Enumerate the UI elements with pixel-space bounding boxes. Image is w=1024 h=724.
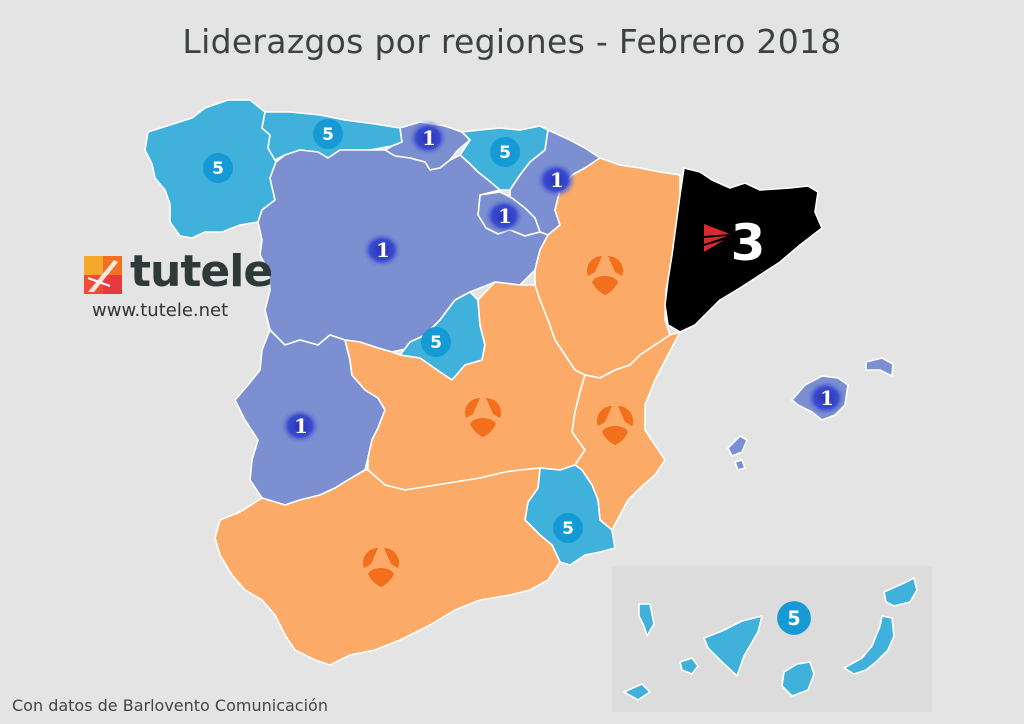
svg-text:5: 5 (430, 333, 442, 353)
svg-text:1: 1 (498, 204, 512, 228)
region-canarias-fuerteventura[interactable] (843, 615, 895, 675)
region-canarias-lanzarote[interactable] (883, 577, 918, 607)
tv3-logo-icon: 3 (704, 214, 766, 268)
antena3-logo-icon (596, 406, 634, 445)
antena3-logo-icon (464, 398, 502, 437)
antena3-logo-icon (586, 256, 624, 295)
svg-text:5: 5 (499, 143, 511, 163)
data-source-credit: Con datos de Barlovento Comunicación (12, 696, 328, 715)
svg-text:1: 1 (550, 168, 564, 192)
la1-logo-icon: 1 (806, 380, 846, 416)
region-cataluna[interactable] (664, 167, 823, 333)
telecinco-logo-icon: 5 (203, 153, 233, 183)
region-canarias-gran-canaria[interactable] (781, 661, 815, 697)
svg-text:1: 1 (376, 238, 390, 262)
region-baleares-menorca[interactable] (865, 357, 894, 377)
la1-logo-icon: 1 (536, 162, 576, 198)
svg-text:1: 1 (294, 414, 308, 438)
telecinco-logo-icon: 5 (777, 601, 811, 635)
la1-logo-icon: 1 (408, 120, 448, 156)
region-baleares-formentera[interactable] (734, 459, 746, 471)
tutele-logo-mark-icon (84, 256, 122, 294)
canarias-inset (612, 566, 932, 712)
svg-text:5: 5 (212, 159, 224, 179)
map-title: Liderazgos por regiones - Febrero 2018 (182, 22, 842, 61)
svg-text:5: 5 (787, 607, 800, 630)
la1-logo-icon: 1 (280, 408, 320, 444)
region-canarias-la-palma[interactable] (638, 603, 655, 637)
svg-text:3: 3 (731, 214, 766, 268)
telecinco-logo-icon: 5 (553, 513, 583, 543)
la1-logo-icon: 1 (362, 232, 402, 268)
svg-text:1: 1 (820, 386, 834, 410)
region-baleares-ibiza[interactable] (727, 435, 748, 457)
region-canarias-hierro[interactable] (623, 683, 651, 701)
region-canarias-gomera[interactable] (679, 657, 699, 675)
tutele-url: www.tutele.net (92, 300, 229, 321)
region-andalucia[interactable] (214, 467, 561, 666)
telecinco-logo-icon: 5 (490, 137, 520, 167)
antena3-logo-icon (362, 548, 400, 587)
telecinco-logo-icon: 5 (313, 119, 343, 149)
svg-text:5: 5 (562, 519, 574, 539)
region-canarias-tenerife[interactable] (703, 615, 763, 677)
la1-logo-icon: 1 (484, 198, 524, 234)
canarias-map (623, 577, 918, 701)
svg-text:5: 5 (322, 125, 334, 145)
svg-text:1: 1 (422, 126, 436, 150)
telecinco-logo-icon: 5 (421, 327, 451, 357)
tutele-wordmark: tutele (130, 246, 273, 297)
